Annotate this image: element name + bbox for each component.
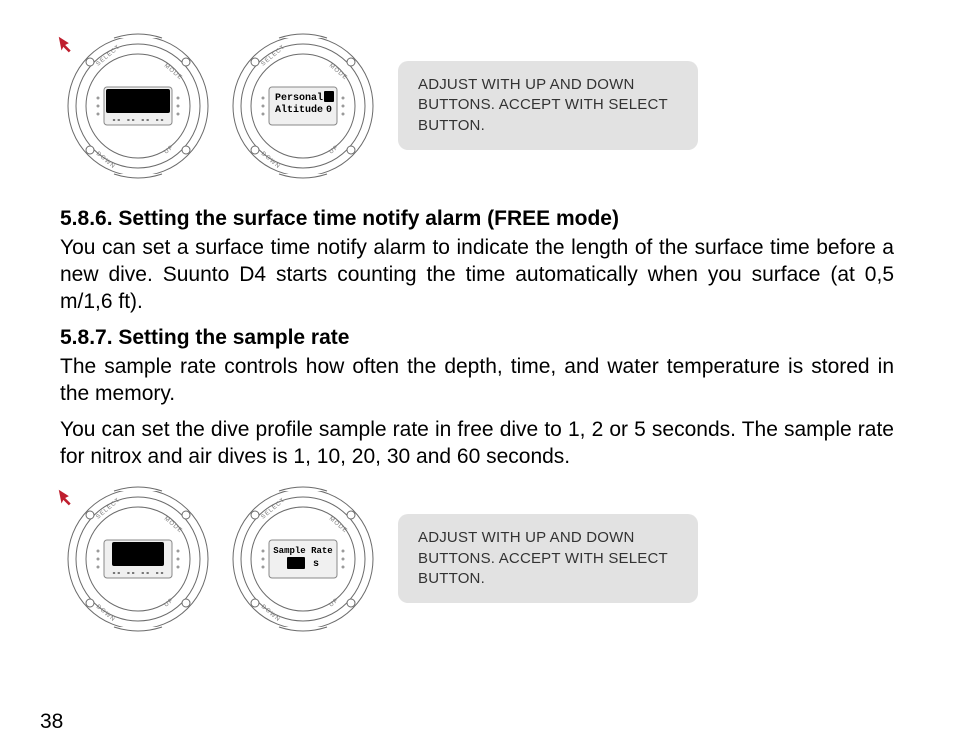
screen-dashes: -- -- -- -- [111, 569, 164, 578]
instruction-callout: ADJUST WITH UP AND DOWN BUTTONS. ACCEPT … [398, 514, 698, 603]
watch-illustration: SELECT MODE DOWN UP Personal 0 Altitude … [225, 28, 380, 183]
figure-sample-rate: SELECT MODE DOWN UP Sample Rate -- -- --… [60, 481, 894, 636]
screen-value-box: 20 [290, 559, 301, 569]
screen-unit: s [313, 559, 319, 570]
button-label-up: UP [328, 144, 340, 155]
button-label-mode: MODE [327, 62, 348, 81]
page-number: 38 [40, 710, 63, 734]
screen-line2: Rate [125, 556, 149, 567]
screen-value: 0 [325, 105, 331, 116]
section-heading: 5.8.6. Setting the surface time notify a… [60, 207, 894, 231]
screen-line2: Altitude [275, 104, 323, 116]
section-body: You can set a surface time notify alarm … [60, 235, 894, 316]
screen-line1: Sample Rate [273, 546, 332, 556]
button-label-up: UP [163, 144, 175, 155]
button-label-up: UP [328, 597, 340, 608]
button-label-mode: MODE [162, 62, 183, 81]
instruction-callout: ADJUST WITH UP AND DOWN BUTTONS. ACCEPT … [398, 61, 698, 150]
screen-dashes: -- -- -- -- [111, 116, 164, 125]
watch-illustration: SELECT MODE DOWN UP Sample Rate 20 s [225, 481, 380, 636]
arrow-icon [56, 34, 78, 56]
button-label-mode: MODE [162, 516, 183, 535]
screen-line2: Altitude [113, 102, 161, 114]
manual-page: SELECT MODE DOWN UP Personal Altitude --… [0, 0, 954, 756]
button-label-mode: MODE [327, 516, 348, 535]
button-label-up: UP [163, 597, 175, 608]
arrow-icon [56, 487, 78, 509]
section-body: The sample rate controls how often the d… [60, 354, 894, 408]
watch-illustration: SELECT MODE DOWN UP Personal Altitude --… [60, 28, 215, 183]
figure-personal-altitude: SELECT MODE DOWN UP Personal Altitude --… [60, 28, 894, 183]
watch-illustration: SELECT MODE DOWN UP Sample Rate -- -- --… [60, 481, 215, 636]
screen-line1: Sample [119, 544, 155, 556]
screen-line1: Personal [275, 92, 323, 104]
section-body: You can set the dive profile sample rate… [60, 417, 894, 471]
screen-value-box: 0 [326, 93, 331, 103]
section-heading: 5.8.7. Setting the sample rate [60, 326, 894, 350]
screen-line1: Personal [113, 91, 161, 103]
